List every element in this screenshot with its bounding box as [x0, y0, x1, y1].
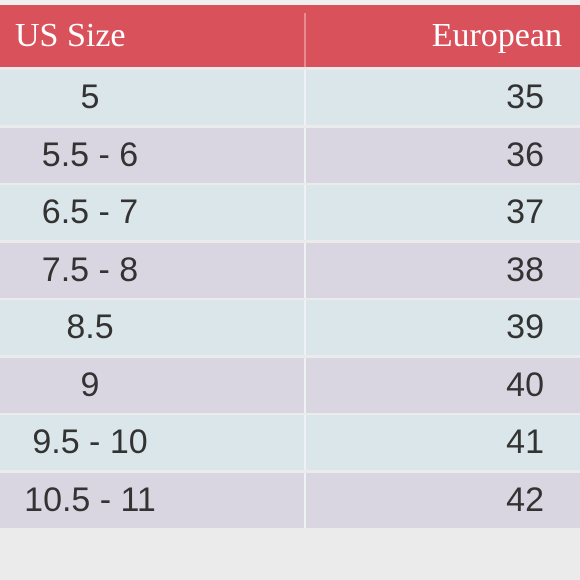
european-size-cell: 41 [506, 423, 544, 461]
table-row: 10.5 - 11 42 [0, 472, 580, 528]
table-row: 5 35 [0, 70, 580, 125]
column-divider [304, 300, 306, 355]
column-divider [304, 13, 306, 67]
column-divider [304, 185, 306, 240]
us-size-cell: 10.5 - 11 [24, 480, 156, 519]
european-size-cell: 39 [506, 308, 544, 346]
table-row: 9.5 - 10 41 [0, 415, 580, 470]
us-size-cell: 5.5 - 6 [41, 135, 139, 174]
table-row: 5.5 - 6 36 [0, 127, 580, 183]
column-divider [304, 242, 306, 298]
table-row: 9 40 [0, 357, 580, 413]
column-divider [304, 472, 306, 528]
us-size-cell: 5 [80, 78, 100, 116]
us-size-cell: 7.5 - 8 [41, 250, 139, 289]
table-row: 6.5 - 7 37 [0, 185, 580, 240]
column-divider [304, 415, 306, 470]
us-size-cell: 9.5 - 10 [32, 423, 148, 461]
european-size-cell: 35 [506, 78, 544, 116]
us-size-cell: 8.5 [66, 308, 114, 346]
european-size-cell: 38 [506, 250, 544, 289]
us-size-cell: 6.5 - 7 [41, 193, 139, 231]
table-row: 8.5 39 [0, 300, 580, 355]
header-cell: US Size [15, 17, 126, 54]
column-divider [304, 70, 306, 125]
header-cell: European [431, 17, 562, 54]
european-size-cell: 40 [506, 365, 544, 404]
table-row: 7.5 - 8 38 [0, 242, 580, 298]
european-size-cell: 42 [506, 480, 544, 519]
column-divider [304, 357, 306, 413]
column-divider [304, 127, 306, 183]
us-size-cell: 9 [80, 365, 100, 404]
top-strip [0, 0, 580, 5]
european-size-cell: 36 [506, 135, 544, 174]
european-size-cell: 37 [506, 193, 544, 231]
table-header: US Size European [0, 5, 580, 67]
